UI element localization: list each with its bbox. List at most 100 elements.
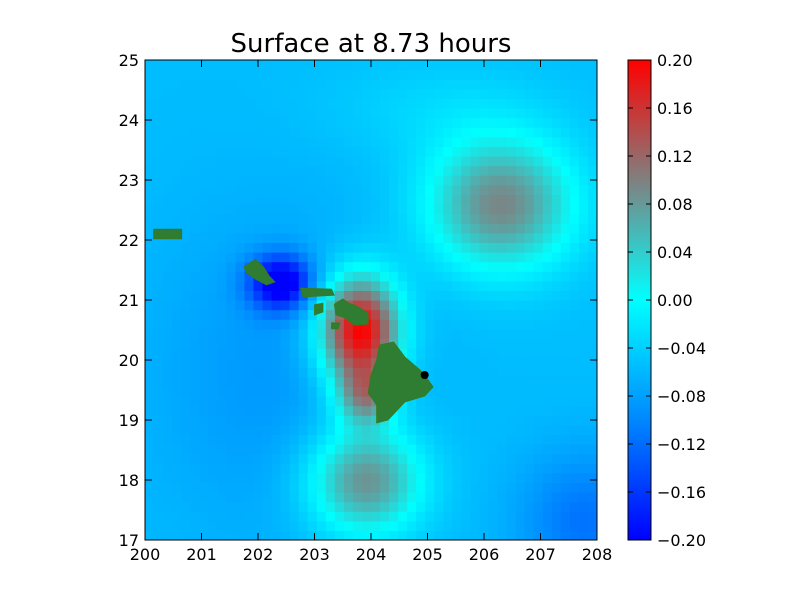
heatmap-cell — [271, 60, 282, 71]
heatmap-cell — [163, 136, 173, 147]
heatmap-cell — [434, 271, 444, 282]
heatmap-cell — [515, 261, 526, 272]
heatmap-cell — [262, 396, 273, 407]
heatmap-cell — [181, 501, 191, 512]
heatmap-cell — [434, 242, 444, 253]
heatmap-cell — [416, 338, 426, 349]
heatmap-cell — [470, 194, 481, 205]
heatmap-cell — [371, 463, 381, 474]
heatmap-cell — [298, 136, 309, 147]
heatmap-cell — [235, 108, 246, 119]
heatmap-cell — [542, 453, 553, 464]
heatmap-cell — [443, 405, 453, 416]
heatmap-cell — [235, 79, 246, 90]
heatmap-cell — [262, 175, 273, 186]
colorbar: 0.200.160.120.080.040.00−0.04−0.08−0.12−… — [627, 51, 706, 550]
heatmap-cell — [497, 482, 508, 493]
heatmap-cell — [380, 184, 390, 195]
heatmap-cell — [325, 156, 336, 167]
heatmap-cell — [172, 213, 182, 224]
heatmap-cell — [569, 530, 580, 540]
heatmap-cell — [416, 165, 426, 176]
heatmap-cell — [497, 127, 508, 138]
heatmap-cell — [542, 117, 553, 128]
heatmap-cell — [524, 252, 535, 263]
heatmap-cell — [235, 453, 246, 464]
heatmap-cell — [343, 194, 354, 205]
heatmap-cell — [461, 271, 472, 282]
heatmap-cell — [217, 319, 227, 330]
heatmap-cell — [416, 415, 426, 426]
heatmap-cell — [307, 376, 318, 387]
heatmap-cell — [425, 98, 435, 109]
heatmap-cell — [244, 482, 255, 493]
heatmap-cell — [380, 213, 390, 224]
heatmap-cell — [343, 415, 354, 426]
heatmap-cell — [560, 290, 571, 301]
heatmap-cell — [416, 223, 426, 234]
heatmap-cell — [497, 290, 508, 301]
heatmap-cell — [434, 338, 444, 349]
heatmap-cell — [271, 136, 282, 147]
heatmap-cell — [551, 434, 562, 445]
heatmap-cell — [578, 530, 589, 540]
heatmap-cell — [154, 309, 164, 320]
heatmap-cell — [389, 88, 399, 99]
heatmap-cell — [280, 424, 291, 435]
heatmap-cell — [398, 348, 408, 359]
y-tick-label: 24 — [119, 111, 139, 130]
heatmap-cell — [244, 463, 255, 474]
heatmap-cell — [181, 194, 191, 205]
heatmap-cell — [163, 280, 173, 291]
heatmap-cell — [551, 213, 562, 224]
heatmap-cell — [398, 242, 408, 253]
heatmap-cell — [506, 386, 517, 397]
heatmap-cell — [488, 79, 499, 90]
heatmap-cell — [334, 472, 345, 483]
heatmap-cell — [280, 501, 291, 512]
heatmap-cell — [334, 348, 345, 359]
heatmap-cell — [407, 463, 417, 474]
heatmap-cell — [389, 232, 399, 243]
heatmap-cell — [371, 165, 381, 176]
heatmap-cell — [271, 232, 282, 243]
heatmap-cell — [434, 415, 444, 426]
heatmap-cell — [262, 300, 273, 311]
heatmap-cell — [190, 60, 200, 71]
heatmap-cell — [361, 482, 372, 493]
heatmap-cell — [271, 184, 282, 195]
heatmap-cell — [488, 328, 499, 339]
heatmap-cell — [569, 338, 580, 349]
x-tick-label: 203 — [299, 545, 330, 564]
heatmap-cell — [434, 501, 444, 512]
heatmap-cell — [551, 146, 562, 157]
heatmap-cell — [208, 136, 218, 147]
heatmap-cell — [515, 232, 526, 243]
heatmap-cell — [398, 405, 408, 416]
heatmap-cell — [533, 472, 544, 483]
heatmap-cell — [145, 357, 155, 368]
heatmap-cell — [578, 348, 589, 359]
heatmap-cell — [398, 127, 408, 138]
heatmap-cell — [154, 338, 164, 349]
heatmap-cell — [163, 319, 173, 330]
heatmap-cell — [154, 204, 164, 215]
heatmap-cell — [497, 280, 508, 291]
heatmap-cell — [325, 69, 336, 80]
heatmap-cell — [443, 146, 453, 157]
heatmap-cell — [551, 367, 562, 378]
heatmap-cell — [479, 175, 490, 186]
heatmap-cell — [280, 242, 291, 253]
heatmap-cell — [578, 396, 589, 407]
heatmap-cell — [316, 175, 327, 186]
heatmap-cell — [569, 194, 580, 205]
heatmap-cell — [316, 232, 327, 243]
heatmap-cell — [434, 290, 444, 301]
heatmap-cell — [190, 184, 200, 195]
heatmap-cell — [154, 357, 164, 368]
heatmap-cell — [280, 511, 291, 522]
heatmap-cell — [361, 98, 372, 109]
heatmap-cell — [560, 444, 571, 455]
heatmap-cell — [343, 424, 354, 435]
heatmap-cell — [524, 357, 535, 368]
